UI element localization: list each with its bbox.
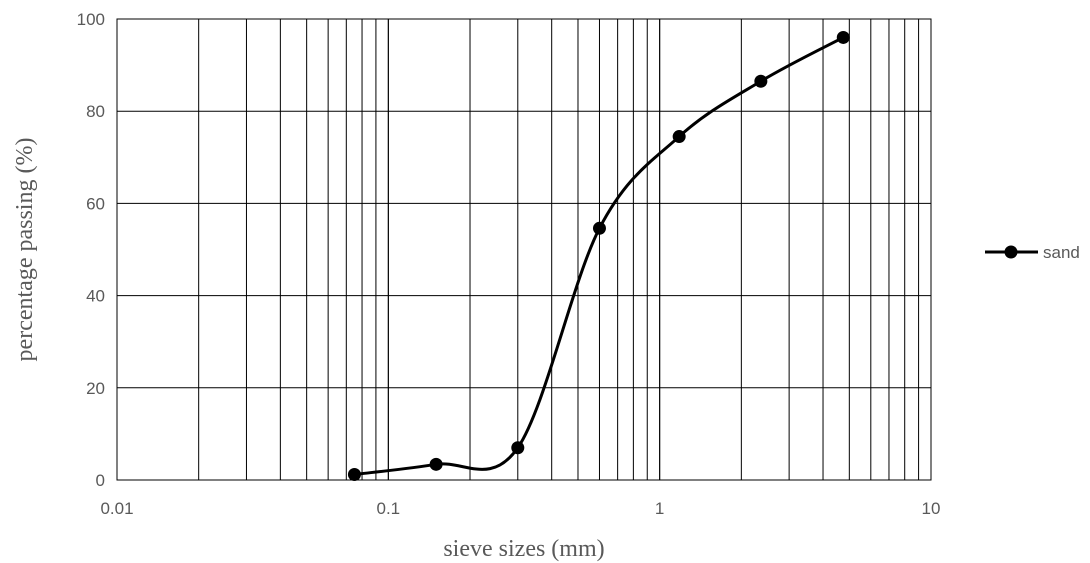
data-point xyxy=(347,467,361,481)
x-axis-title: sieve sizes (mm) xyxy=(443,536,604,562)
x-tick-label: 0.01 xyxy=(100,499,133,518)
y-tick-label: 40 xyxy=(86,287,105,306)
legend: sand xyxy=(985,243,1080,262)
legend-marker-sand xyxy=(1004,245,1018,259)
x-tick-label: 1 xyxy=(655,499,664,518)
data-point xyxy=(836,30,850,44)
y-tick-label: 100 xyxy=(77,10,105,29)
data-point xyxy=(592,221,606,235)
plot-area-frame xyxy=(116,18,932,481)
legend-label-sand: sand xyxy=(1043,243,1080,262)
x-axis-ticks: 0.01 0.1 1 10 xyxy=(100,499,940,518)
y-tick-label: 60 xyxy=(86,194,105,213)
data-point xyxy=(754,74,768,88)
y-tick-label: 80 xyxy=(86,102,105,121)
data-point xyxy=(429,457,443,471)
data-point xyxy=(672,130,686,144)
grid xyxy=(116,18,932,481)
y-tick-label: 20 xyxy=(86,379,105,398)
y-axis-ticks: 0 20 40 60 80 100 xyxy=(77,10,105,490)
x-tick-label: 0.1 xyxy=(377,499,401,518)
x-tick-label: 10 xyxy=(922,499,941,518)
series-line-sand xyxy=(354,36,844,476)
y-axis-title: percentage passing (%) xyxy=(12,138,38,362)
y-tick-label: 0 xyxy=(96,471,105,490)
series-sand xyxy=(347,30,850,481)
data-point xyxy=(511,441,525,455)
